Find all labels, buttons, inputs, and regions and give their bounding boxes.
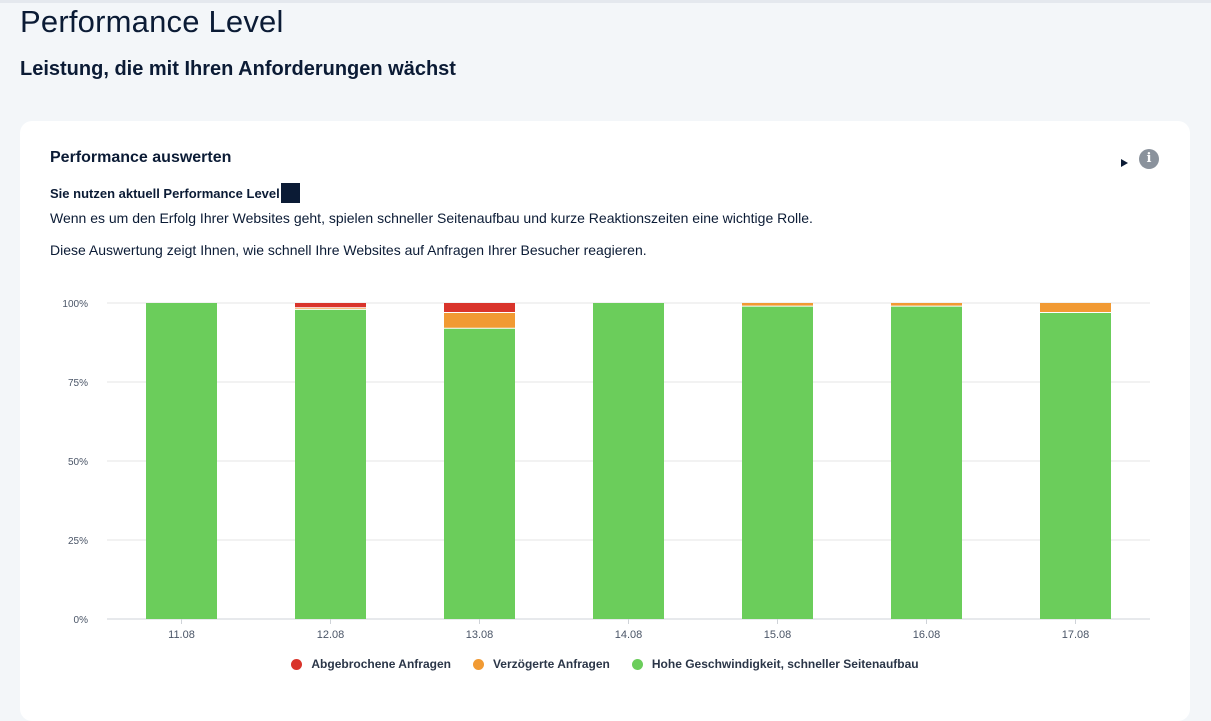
bar-segment xyxy=(1040,303,1111,313)
x-tick-label: 17.08 xyxy=(1062,629,1090,641)
x-tick-label: 16.08 xyxy=(913,629,941,641)
bar-segment xyxy=(444,328,515,619)
bar-segment xyxy=(295,303,366,308)
bar-segment xyxy=(295,307,366,310)
top-border xyxy=(0,0,1211,3)
play-triangle-icon[interactable] xyxy=(1121,159,1128,167)
y-tick-label: 0% xyxy=(74,615,89,626)
legend-dot-icon xyxy=(631,658,643,670)
legend-label: Abgebrochene Anfragen xyxy=(311,657,451,671)
bar-segment xyxy=(444,312,515,329)
x-tick-label: 12.08 xyxy=(317,629,345,641)
bar-segment xyxy=(444,303,515,313)
bar-segment xyxy=(146,303,217,619)
bar-segment xyxy=(891,303,962,307)
chart-legend: Abgebrochene Anfragen Verzögerte Anfragen… xyxy=(20,657,1190,671)
description-2: Diese Auswertung zeigt Ihnen, wie schnel… xyxy=(50,242,647,258)
performance-card: Performance auswerten i Sie nutzen aktue… xyxy=(20,121,1190,721)
legend-dot-icon xyxy=(472,658,484,670)
bar-segment xyxy=(1040,312,1111,619)
performance-level-value xyxy=(280,183,300,203)
page-subtitle: Leistung, die mit Ihren Anforderungen wä… xyxy=(20,58,456,80)
bar-segment xyxy=(742,303,813,307)
x-tick-label: 13.08 xyxy=(466,629,494,641)
bar-segment xyxy=(742,306,813,619)
legend-label: Hohe Geschwindigkeit, schneller Seitenau… xyxy=(651,657,919,671)
page-title: Performance Level xyxy=(20,4,284,39)
bar-segment xyxy=(891,306,962,619)
x-tick-label: 15.08 xyxy=(764,629,792,641)
bar-segment xyxy=(593,303,664,619)
y-tick-label: 50% xyxy=(68,457,88,468)
legend-item[interactable]: Abgebrochene Anfragen xyxy=(291,657,451,671)
card-title: Performance auswerten xyxy=(50,149,232,166)
performance-chart: 0% 25% 50% 75% 100% 11.08 12.08 13.08 14.08 15.08… xyxy=(62,299,1150,641)
legend-dot-icon xyxy=(291,658,303,670)
x-tick-label: 14.08 xyxy=(615,629,643,641)
performance-level-label: Sie nutzen aktuell Performance Level xyxy=(50,185,280,201)
y-tick-label: 100% xyxy=(62,299,88,310)
x-tick-label: 11.08 xyxy=(168,629,195,641)
legend-item[interactable]: Hohe Geschwindigkeit, schneller Seitenau… xyxy=(631,657,919,671)
y-tick-label: 25% xyxy=(68,536,88,547)
y-tick-label: 75% xyxy=(68,378,88,389)
performance-level-line: Sie nutzen aktuell Performance Level xyxy=(50,183,300,203)
legend-label: Verzögerte Anfragen xyxy=(492,657,610,671)
info-icon[interactable]: i xyxy=(1139,149,1159,169)
description-1: Wenn es um den Erfolg Ihrer Websites geh… xyxy=(50,210,813,226)
bar-segment xyxy=(295,309,366,619)
legend-item[interactable]: Verzögerte Anfragen xyxy=(472,657,610,671)
